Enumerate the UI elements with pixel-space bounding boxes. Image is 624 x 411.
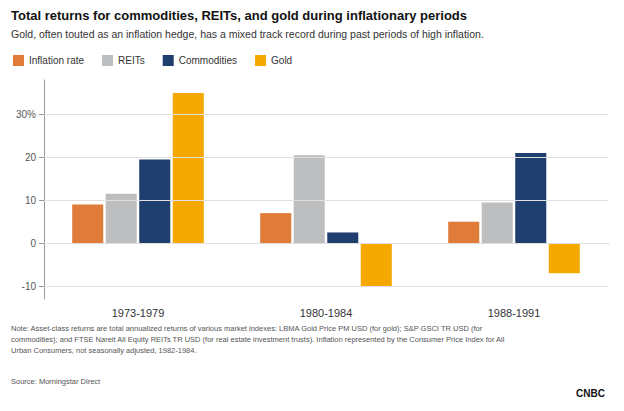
svg-text:commodities); and FTSE Nareit: commodities); and FTSE Nareit All Equity… [11, 335, 505, 344]
svg-text:20: 20 [25, 152, 37, 163]
svg-text:Source: Morningstar Direct: Source: Morningstar Direct [11, 377, 101, 386]
svg-text:Total returns for commodities,: Total returns for commodities, REITs, an… [11, 8, 467, 23]
svg-text:Gold: Gold [271, 55, 292, 66]
svg-text:1988-1991: 1988-1991 [488, 307, 541, 319]
svg-text:Gold, often touted as an infla: Gold, often touted as an inflation hedge… [11, 28, 484, 40]
svg-text:CNBC: CNBC [576, 388, 605, 399]
svg-text:Urban Consumers, not seasonall: Urban Consumers, not seasonally adjusted… [11, 346, 197, 355]
svg-text:REITs: REITs [118, 55, 145, 66]
svg-text:Note: Asset-class returns are: Note: Asset-class returns are total annu… [11, 324, 483, 333]
svg-text:Commodities: Commodities [179, 55, 237, 66]
svg-text:30%: 30% [16, 109, 36, 120]
svg-text:0: 0 [30, 238, 36, 249]
svg-text:Inflation rate: Inflation rate [29, 55, 84, 66]
svg-text:10: 10 [25, 195, 37, 206]
svg-text:-10: -10 [22, 281, 37, 292]
svg-text:1973-1979: 1973-1979 [112, 307, 165, 319]
svg-text:1980-1984: 1980-1984 [300, 307, 353, 319]
